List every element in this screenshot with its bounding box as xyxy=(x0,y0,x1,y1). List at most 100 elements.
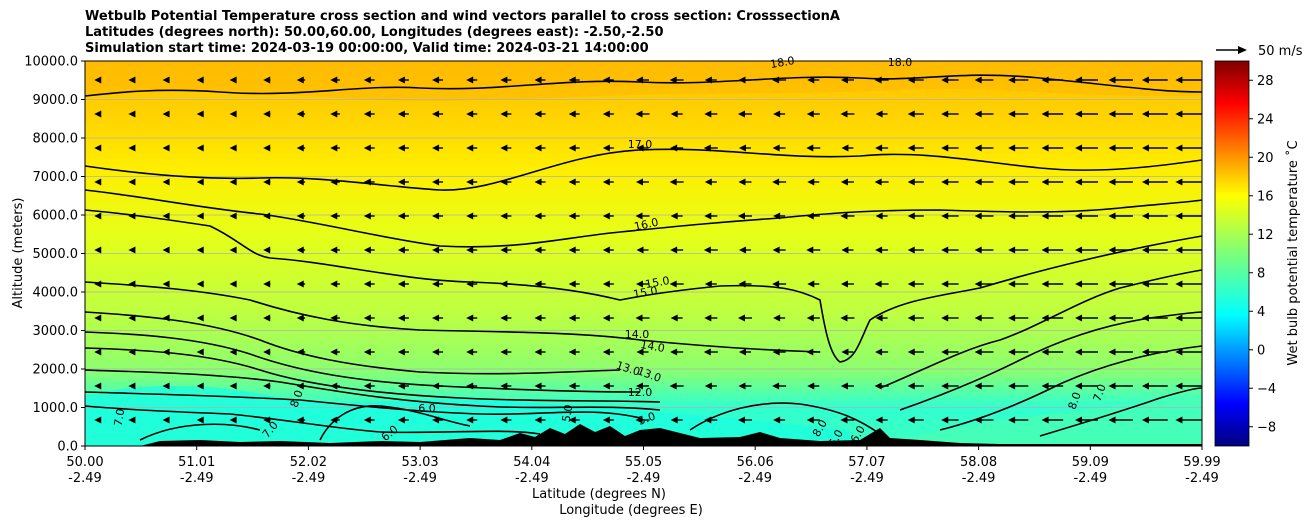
wind-vector xyxy=(1008,416,1029,424)
x-tick-label-lon: -2.49 xyxy=(68,471,102,486)
wind-vector xyxy=(263,178,271,186)
wind-vector xyxy=(397,280,409,288)
wind-vectors xyxy=(94,76,1202,424)
wind-vector xyxy=(737,314,752,322)
wind-vector xyxy=(94,212,102,220)
wind-vector xyxy=(704,110,718,118)
wind-vector xyxy=(1008,144,1029,152)
wind-vector xyxy=(196,314,204,322)
wind-vector xyxy=(196,348,204,356)
wind-vector xyxy=(602,246,614,254)
wind-vector xyxy=(500,212,512,220)
wind-vector xyxy=(94,178,102,186)
wind-vector xyxy=(974,416,994,424)
wind-vector xyxy=(466,382,478,390)
wind-vector xyxy=(941,348,959,356)
y-tick-label: 2000.0 xyxy=(33,363,79,378)
wind-vector xyxy=(772,76,787,84)
wind-vector xyxy=(534,178,546,186)
x-tick-label-lon: -2.49 xyxy=(627,471,661,486)
wind-vector xyxy=(1041,144,1064,152)
wind-vector xyxy=(229,314,237,322)
wind-vector xyxy=(263,314,271,322)
x-axis: 50.00-2.4951.01-2.4952.02-2.4953.03-2.49… xyxy=(66,446,1221,486)
wind-vector xyxy=(94,348,102,356)
wind-vector xyxy=(466,416,478,424)
wind-vector xyxy=(466,178,478,186)
wind-vector xyxy=(1075,280,1099,288)
wind-vector xyxy=(670,212,683,220)
contour-line xyxy=(85,331,641,393)
wind-vector xyxy=(807,280,820,288)
wind-vector xyxy=(128,280,136,288)
wind-vector xyxy=(907,246,924,254)
wind-vector xyxy=(363,246,375,254)
wind-vector xyxy=(296,348,306,356)
wind-vector xyxy=(974,76,994,84)
wind-vector xyxy=(670,416,683,424)
wind-vector xyxy=(806,144,821,152)
wind-vector xyxy=(602,314,614,322)
wind-vector xyxy=(296,144,306,152)
wind-vector xyxy=(534,246,546,254)
wind-vector xyxy=(1041,212,1064,220)
wind-vector xyxy=(1141,246,1168,254)
wind-vector xyxy=(196,246,204,254)
wind-vector xyxy=(363,416,375,424)
y-axis-label: Altitude (meters) xyxy=(11,198,26,309)
wind-vector xyxy=(568,212,580,220)
y-tick-label: 5000.0 xyxy=(33,247,79,262)
wind-vector xyxy=(128,382,136,390)
wind-vector xyxy=(907,382,924,390)
wind-vector xyxy=(263,76,271,84)
wind-vector xyxy=(1175,348,1202,356)
wind-vector xyxy=(635,314,650,322)
wind-vector xyxy=(296,178,306,186)
wind-vector xyxy=(907,348,924,356)
wind-vector xyxy=(907,110,924,118)
contour-line xyxy=(899,311,1202,411)
wind-vector xyxy=(907,76,924,84)
wind-vector xyxy=(196,382,204,390)
y-axis: 0.0 1000.0 2000.0 3000.0 4000.0 5000.0 6000.0 7… xyxy=(24,55,85,455)
wind-vector xyxy=(330,212,340,220)
contour-line xyxy=(85,405,541,435)
wind-vector xyxy=(263,144,271,152)
x-tick-label-lon: -2.49 xyxy=(850,471,884,486)
y-tick-label: 0.0 xyxy=(57,440,78,455)
wind-vector xyxy=(296,314,306,322)
wind-vector xyxy=(841,246,854,254)
wind-vector xyxy=(941,416,959,424)
wind-vector xyxy=(974,144,994,152)
wind-vector xyxy=(670,348,684,356)
wind-vector xyxy=(636,76,649,84)
wind-vector xyxy=(669,178,684,186)
wind-vector xyxy=(500,416,512,424)
wind-vector xyxy=(974,314,994,322)
wind-vector xyxy=(397,246,409,254)
wind-vector xyxy=(704,280,717,288)
wind-vector xyxy=(1175,416,1202,424)
wind-vector xyxy=(1008,382,1029,390)
wind-vector xyxy=(196,110,204,118)
wind-vector xyxy=(162,280,170,288)
wind-vector xyxy=(196,416,204,424)
wind-vector xyxy=(466,348,478,356)
contour-label: 18.0 xyxy=(769,54,795,71)
wind-vector xyxy=(636,144,649,152)
wind-vector xyxy=(162,76,170,84)
wind-vector xyxy=(330,280,340,288)
wind-vector xyxy=(704,76,717,84)
wind-vector xyxy=(128,76,136,84)
wind-vector xyxy=(874,178,889,186)
wind-vector xyxy=(128,416,136,424)
wind-vector xyxy=(941,76,959,84)
wind-vector xyxy=(1008,348,1029,356)
wind-vector xyxy=(330,382,340,390)
wind-vector xyxy=(602,280,614,288)
x-tick-label-lon: -2.49 xyxy=(292,471,326,486)
wind-vector xyxy=(807,382,820,390)
wind-vector xyxy=(1075,178,1099,186)
colorbar-tick-label: 24 xyxy=(1257,112,1274,127)
